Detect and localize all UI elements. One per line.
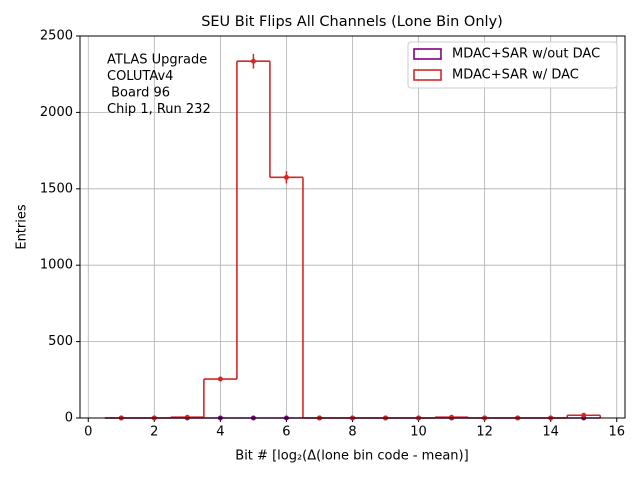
y-tick-label: 2500: [40, 29, 73, 44]
point: [283, 174, 289, 180]
x-tick-label: 10: [410, 425, 427, 440]
annotation: COLUTAv4: [107, 69, 173, 84]
point: [250, 58, 256, 64]
x-tick-label: 16: [608, 425, 625, 440]
x-tick-label: 4: [216, 425, 224, 440]
point: [581, 412, 587, 418]
y-tick-label: 1000: [40, 258, 73, 273]
annotation: Chip 1, Run 232: [107, 102, 211, 117]
chart-title: SEU Bit Flips All Channels (Lone Bin Onl…: [201, 14, 503, 30]
annotation: ATLAS Upgrade: [107, 53, 207, 68]
legend-swatch: [413, 48, 442, 60]
legend-swatch: [413, 69, 442, 81]
legend-label: MDAC+SAR w/out DAC: [452, 47, 600, 62]
point: [449, 414, 455, 420]
y-tick-label: 2000: [40, 105, 73, 120]
x-tick-label: 6: [282, 425, 290, 440]
x-tick-label: 2: [150, 425, 158, 440]
x-tick-label: 0: [84, 425, 92, 440]
y-tick-label: 0: [65, 411, 73, 426]
y-axis-label: Entries: [15, 204, 30, 250]
point: [184, 414, 190, 420]
x-axis-label: Bit # [log₂(Δ(lone bin code - mean)]: [235, 449, 468, 464]
x-tick-label: 14: [542, 425, 559, 440]
x-tick-label: 12: [476, 425, 493, 440]
legend-label: MDAC+SAR w/ DAC: [452, 68, 579, 83]
x-tick-label: 8: [348, 425, 356, 440]
annotation: Board 96: [107, 86, 170, 101]
y-tick-label: 1500: [40, 181, 73, 196]
legend-box: [407, 41, 618, 89]
point: [217, 376, 223, 382]
y-tick-label: 500: [48, 334, 73, 349]
plot-frame: [79, 35, 626, 419]
